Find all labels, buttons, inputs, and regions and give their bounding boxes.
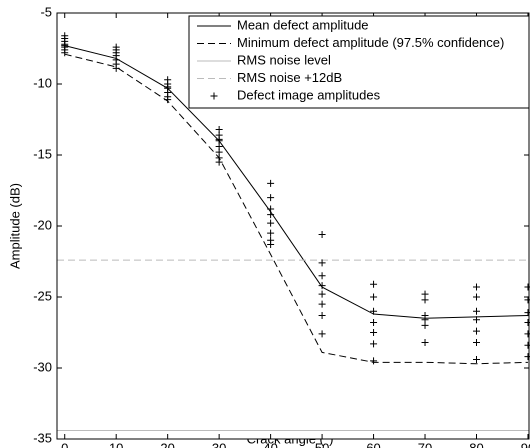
- y-tick-label: -20: [33, 217, 52, 232]
- data-point: [524, 283, 530, 291]
- data-point: [370, 293, 378, 301]
- data-point: [61, 32, 69, 40]
- data-point: [267, 240, 275, 248]
- data-point: [112, 46, 120, 54]
- data-point: [472, 307, 480, 315]
- data-point: [524, 319, 530, 327]
- data-point: [421, 321, 429, 329]
- data-point: [61, 42, 69, 50]
- legend-label: Defect image amplitudes: [237, 87, 381, 102]
- data-point: [370, 340, 378, 348]
- data-point: [370, 280, 378, 288]
- x-tick-label: 0: [61, 440, 68, 448]
- legend-label: Minimum defect amplitude (97.5% confiden…: [237, 35, 504, 50]
- series-line: [64, 53, 528, 365]
- data-point: [524, 341, 530, 349]
- x-tick-label: 30: [212, 440, 226, 448]
- y-axis-label: Amplitude (dB): [7, 183, 22, 269]
- data-point: [421, 338, 429, 346]
- x-tick-label: 40: [263, 440, 277, 448]
- x-tick-label: 10: [109, 440, 123, 448]
- y-tick-label: -25: [33, 288, 52, 303]
- data-point: [112, 64, 120, 72]
- legend-box: [188, 15, 530, 109]
- data-point: [267, 194, 275, 202]
- data-point: [61, 49, 69, 57]
- data-point: [524, 330, 530, 338]
- data-point: [215, 158, 223, 166]
- data-point: [370, 357, 378, 365]
- data-point: [472, 327, 480, 335]
- x-tick-label: 20: [160, 440, 174, 448]
- data-point: [472, 293, 480, 301]
- data-point: [524, 296, 530, 304]
- data-point: [370, 319, 378, 327]
- legend-marker: [210, 92, 218, 100]
- y-tick-label: -30: [33, 359, 52, 374]
- x-tick-label: 70: [418, 440, 432, 448]
- data-point: [164, 96, 172, 104]
- legend-label: RMS noise +12dB: [237, 70, 342, 85]
- data-point: [318, 330, 326, 338]
- data-point: [318, 311, 326, 319]
- y-tick-label: -35: [33, 430, 52, 445]
- data-point: [267, 229, 275, 237]
- legend-label: RMS noise level: [237, 52, 331, 67]
- data-point: [267, 219, 275, 227]
- x-tick-label: 80: [469, 440, 483, 448]
- data-point: [215, 135, 223, 143]
- data-point: [318, 282, 326, 290]
- x-tick-label: 60: [366, 440, 380, 448]
- data-point: [164, 83, 172, 91]
- data-point: [472, 355, 480, 363]
- y-tick-label: -15: [33, 146, 52, 161]
- data-point: [524, 309, 530, 317]
- data-point: [370, 329, 378, 336]
- data-point: [267, 179, 275, 187]
- data-point: [472, 316, 480, 324]
- data-point: [472, 283, 480, 291]
- data-point: [472, 338, 480, 346]
- x-tick-label: 50: [315, 440, 329, 448]
- data-point: [524, 353, 530, 361]
- legend-label: Mean defect amplitude: [237, 17, 369, 32]
- y-tick-label: -10: [33, 75, 52, 90]
- data-point: [421, 296, 429, 304]
- data-point: [318, 259, 326, 267]
- series-line: [64, 45, 528, 319]
- data-point: [318, 290, 326, 298]
- x-tick-label: 90: [521, 440, 530, 448]
- plot-frame: [56, 12, 530, 440]
- data-point: [370, 307, 378, 315]
- y-tick-label: -5: [40, 4, 52, 19]
- data-point: [267, 211, 275, 219]
- data-point: [318, 231, 326, 239]
- data-point: [318, 300, 326, 308]
- data-point: [318, 272, 326, 280]
